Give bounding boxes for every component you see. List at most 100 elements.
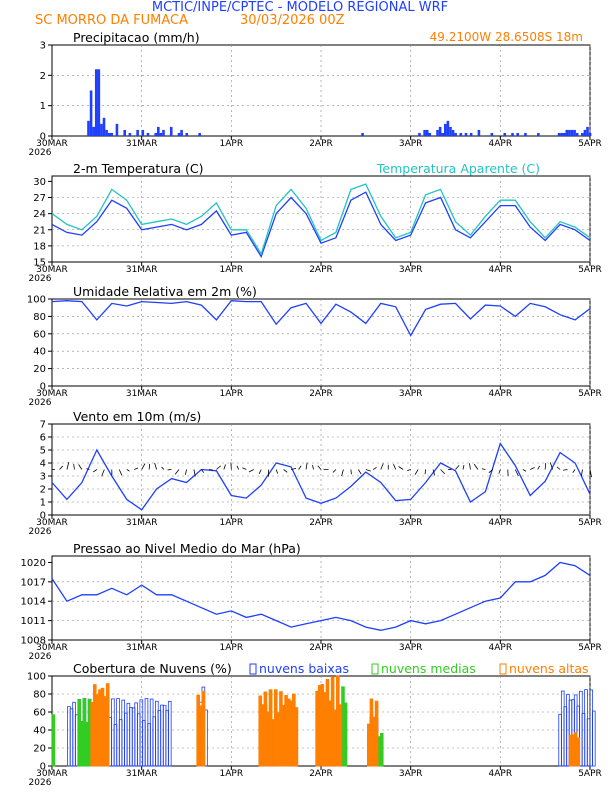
wind-arrow	[581, 470, 582, 476]
x-tick-label: 1APR	[220, 139, 244, 149]
y-tick-label: 5	[40, 446, 46, 457]
wind-arrow	[74, 464, 75, 469]
wind-arrow	[127, 470, 130, 472]
x-tick-label: 2APR	[309, 518, 333, 528]
wind-arrow	[463, 465, 464, 470]
precip-bar	[586, 127, 589, 136]
panel-frame	[52, 176, 590, 262]
precip-bar	[185, 133, 188, 136]
y-tick-label: 100	[27, 295, 46, 306]
precip-bar	[524, 133, 527, 136]
wind-arrow	[93, 470, 97, 473]
precip-bar	[436, 130, 439, 136]
precip-bar	[147, 133, 150, 136]
y-tick-label: 20	[33, 364, 46, 375]
cloud-bar-orange	[295, 708, 298, 766]
precip-bar	[428, 133, 431, 136]
x-tick-label: 1APR	[220, 265, 244, 275]
wind-arrow	[373, 467, 376, 469]
wind-arrow	[456, 465, 460, 469]
precip-bar	[558, 133, 561, 136]
x-year-label: 2026	[29, 398, 52, 408]
precip-bar	[129, 133, 132, 136]
wind-arrow	[318, 466, 321, 470]
x-tick-label: 1APR	[220, 769, 244, 779]
x-tick-label: 4APR	[489, 769, 513, 779]
precip-bar	[136, 130, 139, 136]
y-tick-label: 1	[40, 101, 46, 112]
precip-bar	[141, 130, 144, 136]
y-tick-label: 0	[40, 132, 46, 143]
header-coords: 49.2100W 28.6508S 18m	[430, 30, 583, 44]
x-tick-label: 2APR	[309, 265, 333, 275]
y-tick-label: 1017	[21, 577, 46, 588]
y-tick-label: 1014	[21, 597, 46, 608]
y-tick-label: 80	[33, 690, 46, 701]
precip-bar	[198, 133, 201, 136]
panel-title: Pressao ao Nivel Medio do Mar (hPa)	[73, 541, 301, 556]
y-tick-label: 80	[33, 312, 46, 323]
wind-arrow	[415, 470, 418, 475]
wind-arrow	[276, 470, 278, 474]
wind-arrow	[399, 467, 404, 470]
precip-bar	[180, 130, 183, 136]
y-tick-label: 3	[40, 472, 46, 483]
precip-bar	[444, 124, 447, 136]
x-tick-label: 4APR	[489, 389, 513, 399]
cloud-bar-green	[344, 703, 347, 766]
precip-bar	[478, 130, 481, 136]
y-tick-label: 1008	[21, 636, 46, 647]
y-tick-label: 2	[40, 485, 46, 496]
precip-bar	[452, 130, 455, 136]
y-tick-label: 3	[40, 41, 46, 52]
precip-bar	[418, 133, 421, 136]
wind-arrow	[573, 470, 575, 473]
x-tick-label: 3APR	[399, 769, 423, 779]
cloud-bar-orange	[202, 691, 205, 766]
precip-bar	[441, 133, 444, 136]
x-tick-label: 2APR	[309, 389, 333, 399]
panel-title: Umidade Relativa em 2m (%)	[73, 284, 257, 299]
x-tick-label: 5APR	[578, 139, 602, 149]
precip-bar	[100, 124, 103, 136]
wind-arrow	[59, 466, 62, 470]
x-tick-label: 2APR	[309, 643, 333, 653]
x-tick-label: 2APR	[309, 139, 333, 149]
wind-arrow	[155, 463, 157, 469]
panel-title: 2-m Temperatura (C)	[73, 161, 204, 176]
wind-arrow	[393, 464, 395, 469]
wind-arrow	[249, 470, 254, 472]
legend-apparent-temp: Temperatura Aparente (C)	[376, 161, 540, 176]
x-tick-label: 1APR	[220, 518, 244, 528]
wind-arrow	[79, 464, 82, 469]
precip-bar	[110, 133, 113, 136]
x-year-label: 2026	[29, 527, 52, 537]
x-year-label: 2026	[29, 148, 52, 158]
y-tick-label: 40	[33, 726, 46, 737]
precip-bar	[454, 133, 457, 136]
panel-title: Precipitacao (mm/h)	[73, 30, 200, 45]
wind-arrow	[351, 470, 352, 475]
wind-arrow	[366, 470, 371, 472]
x-year-label: 2026	[29, 652, 52, 662]
y-tick-label: 0	[40, 511, 46, 522]
y-tick-label: 1020	[21, 558, 46, 569]
precip-bar	[103, 118, 106, 136]
wind-arrow	[299, 466, 302, 470]
precip-bar	[116, 124, 119, 136]
wind-arrow	[242, 468, 246, 470]
x-tick-label: 1APR	[220, 389, 244, 399]
wind-arrow	[358, 470, 361, 475]
header-location: SC MORRO DA FUMACA	[35, 13, 188, 28]
wind-arrow	[102, 470, 105, 477]
panel-title: Vento em 10m (m/s)	[73, 409, 201, 424]
precip-bar	[105, 130, 108, 136]
x-tick-label: 5APR	[578, 643, 602, 653]
legend-swatch	[372, 664, 378, 674]
y-tick-label: 2	[40, 71, 46, 82]
wind-arrow	[469, 463, 470, 469]
